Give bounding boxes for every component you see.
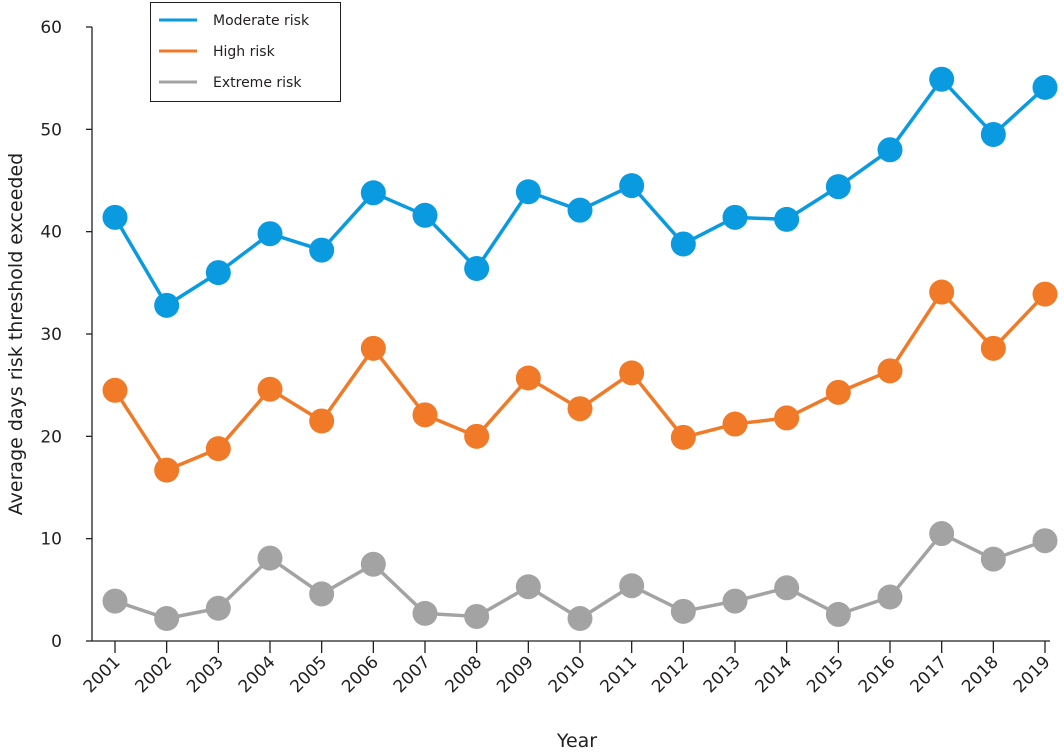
data-point bbox=[205, 595, 231, 621]
y-tick-label: 50 bbox=[40, 120, 62, 140]
data-point bbox=[515, 574, 541, 600]
series-line bbox=[113, 290, 1047, 472]
data-point bbox=[154, 292, 180, 318]
series-extreme-risk bbox=[102, 521, 1058, 631]
data-point bbox=[980, 546, 1006, 572]
data-point bbox=[722, 588, 748, 614]
data-point bbox=[567, 396, 593, 422]
data-point bbox=[825, 601, 851, 627]
x-tick-label: 2003 bbox=[183, 652, 228, 697]
x-tick-label: 2012 bbox=[648, 652, 693, 697]
x-tick-label: 2002 bbox=[131, 652, 176, 697]
data-point bbox=[464, 423, 490, 449]
data-point bbox=[619, 360, 645, 386]
data-point bbox=[825, 379, 851, 405]
y-tick-label: 60 bbox=[40, 18, 62, 38]
x-tick-label: 2009 bbox=[493, 652, 538, 697]
data-point bbox=[257, 221, 283, 247]
x-tick-label: 2008 bbox=[441, 652, 486, 697]
x-tick-label: 2004 bbox=[235, 652, 280, 697]
series-high-risk bbox=[102, 279, 1058, 483]
data-point bbox=[980, 335, 1006, 361]
x-tick-label: 2011 bbox=[596, 652, 641, 697]
data-point bbox=[929, 66, 955, 92]
data-point bbox=[722, 204, 748, 230]
data-point bbox=[877, 584, 903, 610]
x-tick-label: 2014 bbox=[751, 652, 796, 697]
data-point bbox=[412, 202, 438, 228]
data-point bbox=[1032, 281, 1058, 307]
x-tick-label: 2019 bbox=[1010, 652, 1055, 697]
y-axis-title: Average days risk threshold exceeded bbox=[5, 153, 27, 515]
data-point bbox=[670, 598, 696, 624]
data-point bbox=[205, 260, 231, 286]
data-point bbox=[309, 237, 335, 263]
y-tick-label: 20 bbox=[40, 427, 62, 447]
data-point bbox=[1032, 74, 1058, 100]
y-tick-label: 10 bbox=[40, 530, 62, 550]
data-point bbox=[154, 457, 180, 483]
data-point bbox=[619, 573, 645, 599]
legend: Moderate risk High risk Extreme risk bbox=[150, 2, 341, 102]
data-point bbox=[309, 408, 335, 434]
data-point bbox=[412, 402, 438, 428]
data-point bbox=[360, 180, 386, 206]
x-tick-label: 2018 bbox=[958, 652, 1003, 697]
x-tick-label: 2015 bbox=[803, 652, 848, 697]
x-tick-label: 2010 bbox=[545, 652, 590, 697]
data-point bbox=[1032, 528, 1058, 554]
data-point bbox=[309, 581, 335, 607]
series-line bbox=[114, 531, 1046, 621]
data-point bbox=[360, 335, 386, 361]
series-moderate-risk bbox=[102, 66, 1058, 318]
x-tick-label: 2007 bbox=[390, 652, 435, 697]
data-point bbox=[464, 603, 490, 629]
legend-label: Moderate risk bbox=[213, 13, 310, 29]
data-point bbox=[464, 256, 490, 282]
y-tick-label: 0 bbox=[51, 632, 62, 652]
x-axis-title: Year bbox=[556, 730, 597, 752]
data-point bbox=[154, 605, 180, 631]
data-point bbox=[567, 197, 593, 223]
legend-label: High risk bbox=[213, 44, 276, 60]
data-point bbox=[515, 179, 541, 205]
data-point bbox=[980, 121, 1006, 147]
data-point bbox=[102, 377, 128, 403]
x-tick-label: 2006 bbox=[338, 652, 383, 697]
y-tick-label: 40 bbox=[40, 223, 62, 243]
y-tick-label: 30 bbox=[40, 325, 62, 345]
series-line bbox=[113, 77, 1047, 308]
data-point bbox=[670, 231, 696, 257]
x-tick-label: 2005 bbox=[286, 652, 331, 697]
data-point bbox=[929, 521, 955, 547]
data-point bbox=[825, 174, 851, 200]
data-point bbox=[102, 588, 128, 614]
data-point bbox=[360, 551, 386, 577]
data-point bbox=[877, 358, 903, 384]
data-point bbox=[722, 411, 748, 437]
legend-label: Extreme risk bbox=[213, 75, 302, 91]
data-point bbox=[774, 206, 800, 232]
x-tick-label: 2017 bbox=[906, 652, 951, 697]
data-point bbox=[619, 173, 645, 199]
data-point bbox=[929, 279, 955, 305]
data-point bbox=[412, 600, 438, 626]
data-point bbox=[567, 605, 593, 631]
data-point bbox=[257, 545, 283, 571]
data-point bbox=[205, 436, 231, 462]
data-point bbox=[877, 137, 903, 163]
x-tick-label: 2013 bbox=[700, 652, 745, 697]
data-point bbox=[102, 204, 128, 230]
x-tick-label: 2001 bbox=[80, 652, 125, 697]
data-point bbox=[774, 405, 800, 431]
data-point bbox=[515, 365, 541, 391]
data-point bbox=[257, 376, 283, 402]
data-point bbox=[670, 424, 696, 450]
x-tick-label: 2016 bbox=[855, 652, 900, 697]
data-point bbox=[774, 575, 800, 601]
series-layer bbox=[102, 66, 1058, 631]
